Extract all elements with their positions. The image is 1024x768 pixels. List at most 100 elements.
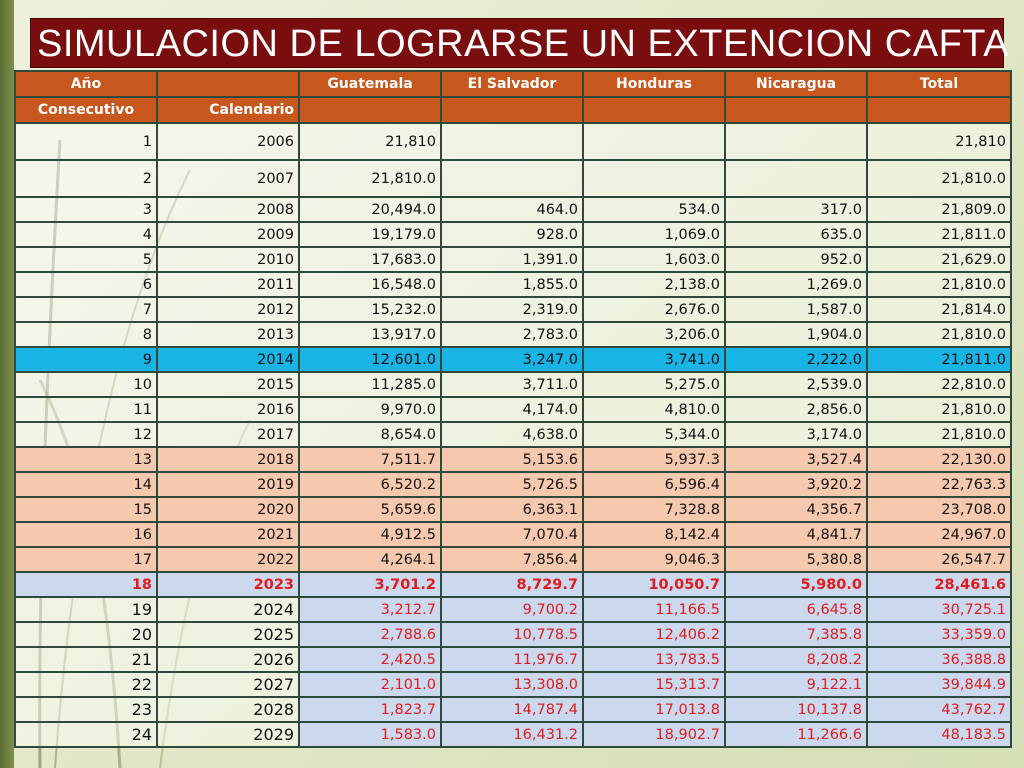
cell-consecutivo: 11 (14, 396, 158, 423)
cell-total: 21,810.0 (866, 321, 1012, 348)
cell-consecutivo: 24 (14, 721, 158, 748)
cell-total: 21,629.0 (866, 246, 1012, 273)
cell-total: 28,461.6 (866, 571, 1012, 598)
cell-guatemala: 19,179.0 (298, 221, 442, 248)
col-header-consecutivo: Consecutivo (14, 96, 158, 124)
cell-calendario: 2029 (156, 721, 300, 748)
cell-consecutivo: 2 (14, 159, 158, 198)
cell-honduras (582, 122, 726, 161)
cell-honduras: 12,406.2 (582, 621, 726, 648)
cell-nicaragua: 8,208.2 (724, 646, 868, 673)
cell-el-salvador: 3,247.0 (440, 346, 584, 373)
cell-guatemala: 1,823.7 (298, 696, 442, 723)
cell-el-salvador: 1,391.0 (440, 246, 584, 273)
cell-nicaragua: 9,122.1 (724, 671, 868, 698)
cell-guatemala: 4,912.5 (298, 521, 442, 548)
cell-consecutivo: 8 (14, 321, 158, 348)
cell-el-salvador: 10,778.5 (440, 621, 584, 648)
cell-calendario: 2022 (156, 546, 300, 573)
cell-nicaragua: 11,266.6 (724, 721, 868, 748)
cell-calendario: 2015 (156, 371, 300, 398)
cell-consecutivo: 16 (14, 521, 158, 548)
table-row: 6 2011 16,548.0 1,855.0 2,138.0 1,269.0 21,810… (14, 271, 1012, 298)
cell-consecutivo: 3 (14, 196, 158, 223)
table-body: 1 2006 21,810 21,810 2 2007 21,810.0 21,810.0 3 2… (14, 122, 1012, 748)
table-row: 8 2013 13,917.0 2,783.0 3,206.0 1,904.0 21,810… (14, 321, 1012, 348)
cell-calendario: 2016 (156, 396, 300, 423)
cell-guatemala: 3,701.2 (298, 571, 442, 598)
cell-nicaragua: 2,856.0 (724, 396, 868, 423)
cell-total: 21,809.0 (866, 196, 1012, 223)
cell-consecutivo: 4 (14, 221, 158, 248)
col-header-ano: Año (14, 70, 158, 98)
cell-guatemala: 15,232.0 (298, 296, 442, 323)
cell-nicaragua: 952.0 (724, 246, 868, 273)
cell-honduras: 9,046.3 (582, 546, 726, 573)
cell-guatemala: 2,788.6 (298, 621, 442, 648)
cell-nicaragua (724, 122, 868, 161)
col-header-total: Total (866, 70, 1012, 98)
cell-honduras: 2,676.0 (582, 296, 726, 323)
table-row: 9 2014 12,601.0 3,247.0 3,741.0 2,222.0 21,811… (14, 346, 1012, 373)
cell-calendario: 2009 (156, 221, 300, 248)
cell-honduras: 5,275.0 (582, 371, 726, 398)
cell-calendario: 2017 (156, 421, 300, 448)
cell-el-salvador: 3,711.0 (440, 371, 584, 398)
cell-calendario: 2007 (156, 159, 300, 198)
slide-title: SIMULACION DE LOGRARSE UN EXTENCION CAFT… (37, 23, 1010, 65)
cell-consecutivo: 5 (14, 246, 158, 273)
cell-honduras: 13,783.5 (582, 646, 726, 673)
cell-el-salvador (440, 122, 584, 161)
col-header-guatemala: Guatemala (298, 70, 442, 98)
cell-consecutivo: 1 (14, 122, 158, 161)
cell-nicaragua: 5,980.0 (724, 571, 868, 598)
cell-guatemala: 13,917.0 (298, 321, 442, 348)
cell-honduras: 4,810.0 (582, 396, 726, 423)
cell-nicaragua: 4,841.7 (724, 521, 868, 548)
cell-honduras: 17,013.8 (582, 696, 726, 723)
table-row: 7 2012 15,232.0 2,319.0 2,676.0 1,587.0 21,814… (14, 296, 1012, 323)
cell-guatemala: 17,683.0 (298, 246, 442, 273)
cell-nicaragua: 1,269.0 (724, 271, 868, 298)
cell-calendario: 2028 (156, 696, 300, 723)
cell-guatemala: 9,970.0 (298, 396, 442, 423)
cell-calendario: 2018 (156, 446, 300, 473)
cell-guatemala: 6,520.2 (298, 471, 442, 498)
cell-total: 22,130.0 (866, 446, 1012, 473)
col-header-blank (440, 96, 584, 124)
cell-consecutivo: 15 (14, 496, 158, 523)
cell-el-salvador (440, 159, 584, 198)
cell-consecutivo: 9 (14, 346, 158, 373)
cell-guatemala: 3,212.7 (298, 596, 442, 623)
cell-guatemala: 8,654.0 (298, 421, 442, 448)
cell-nicaragua: 2,222.0 (724, 346, 868, 373)
cell-el-salvador: 5,726.5 (440, 471, 584, 498)
header-row-2: Consecutivo Calendario (14, 96, 1012, 124)
cafta-simulation-table: Año Guatemala El Salvador Honduras Nicar… (14, 70, 1012, 748)
cell-honduras: 7,328.8 (582, 496, 726, 523)
cell-total: 21,811.0 (866, 221, 1012, 248)
cell-nicaragua: 2,539.0 (724, 371, 868, 398)
cell-guatemala: 5,659.6 (298, 496, 442, 523)
table-row: 1 2006 21,810 21,810 (14, 122, 1012, 161)
col-header-empty (156, 70, 300, 98)
col-header-nicaragua: Nicaragua (724, 70, 868, 98)
cell-calendario: 2024 (156, 596, 300, 623)
table-row: 23 2028 1,823.7 14,787.4 17,013.8 10,137.8 43,… (14, 696, 1012, 723)
cell-el-salvador: 928.0 (440, 221, 584, 248)
col-header-blank (582, 96, 726, 124)
table-row: 21 2026 2,420.5 11,976.7 13,783.5 8,208.2 36,3… (14, 646, 1012, 673)
cell-calendario: 2023 (156, 571, 300, 598)
cell-honduras: 3,741.0 (582, 346, 726, 373)
cell-nicaragua: 1,587.0 (724, 296, 868, 323)
cell-consecutivo: 12 (14, 421, 158, 448)
col-header-blank (724, 96, 868, 124)
table-row: 19 2024 3,212.7 9,700.2 11,166.5 6,645.8 30,72… (14, 596, 1012, 623)
cell-nicaragua: 10,137.8 (724, 696, 868, 723)
cell-el-salvador: 4,174.0 (440, 396, 584, 423)
cell-calendario: 2008 (156, 196, 300, 223)
cell-consecutivo: 23 (14, 696, 158, 723)
cell-el-salvador: 2,319.0 (440, 296, 584, 323)
cell-guatemala: 21,810 (298, 122, 442, 161)
cell-nicaragua: 4,356.7 (724, 496, 868, 523)
